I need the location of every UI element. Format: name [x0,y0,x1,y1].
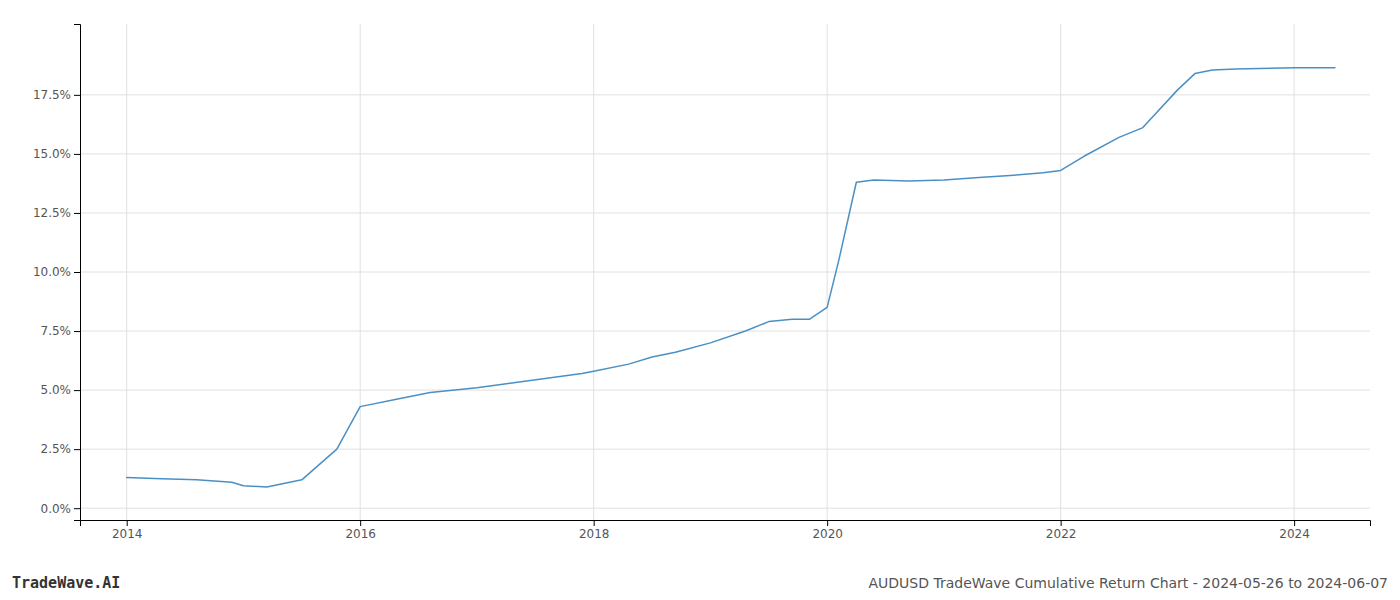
x-tick-label: 2024 [1279,527,1310,541]
y-tick-mark [74,449,80,450]
y-tick-mark [74,272,80,273]
y-tick-label: 12.5% [33,206,71,220]
y-tick: 12.5% [33,206,80,220]
x-tick: 2014 [112,520,143,541]
grid-line-y [80,212,1370,213]
y-tick-label: 5.0% [41,383,72,397]
y-tick: 10.0% [33,265,80,279]
x-tick-mark [1294,520,1295,526]
watermark: TradeWave.AI [12,574,120,592]
y-tick: 7.5% [41,324,81,338]
y-tick-label: 2.5% [41,442,72,456]
y-tick-label: 7.5% [41,324,72,338]
y-tick-mark [74,154,80,155]
x-tick: 2022 [1046,520,1077,541]
grid-line-y [80,508,1370,509]
x-tick-label: 2020 [812,527,843,541]
plot-area [127,68,1335,487]
y-tick-mark [74,390,80,391]
title: AUDUSD TradeWave Cumulative Return Chart… [868,575,1388,591]
x-tick: 2016 [345,520,376,541]
x-tick-label: 2018 [579,527,610,541]
x-axis-line [81,521,1371,527]
line [127,68,1335,487]
y-tick-mark [74,331,80,332]
x-tick-label: 2014 [112,527,143,541]
y-tick: 15.0% [33,147,80,161]
x-tick: 2020 [812,520,843,541]
x-tick-mark [1061,520,1062,526]
x-tick-label: 2022 [1046,527,1077,541]
y-tick: 0.0% [41,502,81,516]
y-tick-mark [74,508,80,509]
y-tick-mark [74,213,80,214]
grid-line-y [80,390,1370,391]
y-tick-label: 15.0% [33,147,71,161]
grid-line-y [80,449,1370,450]
y-tick: 2.5% [41,442,81,456]
chart: 2014 2016 2018 2020 2022 2024 0.0% 2.5% 5.0% 7.5%… [0,0,1400,600]
grid-line-y [80,94,1370,95]
x-tick-mark [827,520,828,526]
x-tick-mark [360,520,361,526]
grid-line-y [80,153,1370,154]
x-axis: 2014 2016 2018 2020 2022 2024 [81,520,1371,541]
y-tick-label: 0.0% [41,502,72,516]
x-tick: 2024 [1279,520,1310,541]
x-tick-mark [594,520,595,526]
y-tick: 17.5% [33,88,80,102]
y-axis: 0.0% 2.5% 5.0% 7.5% 10.0% 12.5% 15.0% 17.5% [33,25,81,521]
y-tick: 5.0% [41,383,81,397]
y-axis-line [74,25,81,521]
y-tick-label: 17.5% [33,88,71,102]
x-tick-mark [127,520,128,526]
grid-line-y [80,272,1370,273]
grid [80,24,1370,520]
y-tick-label: 10.0% [33,265,71,279]
grid-line-y [80,331,1370,332]
y-tick-mark [74,95,80,96]
x-tick: 2018 [579,520,610,541]
x-tick-label: 2016 [345,527,376,541]
